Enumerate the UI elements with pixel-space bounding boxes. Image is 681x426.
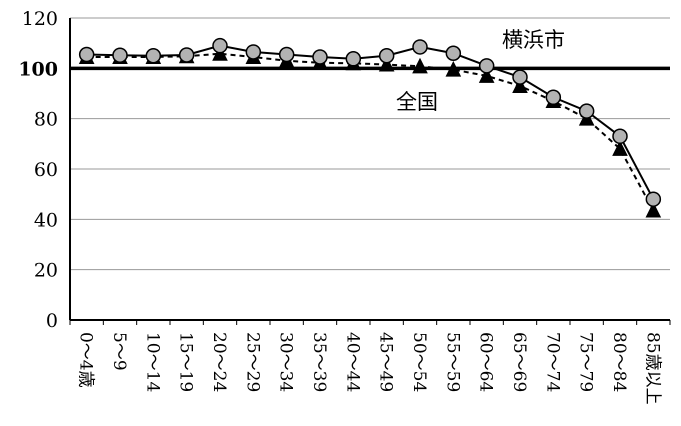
point-national [512,77,528,93]
point-yokohama [378,48,395,64]
x-tick-label: 50～54 [409,332,429,392]
x-tick-label: 80～84 [609,332,629,392]
point-yokohama [245,44,262,60]
point-yokohama [645,191,662,207]
y-tick-label: 60 [34,159,58,181]
x-tick-label: 20～24 [209,332,229,392]
annotation-yokohama: 横浜市 [502,28,565,52]
point-yokohama [345,51,362,67]
point-yokohama [312,49,328,65]
x-tick-label: 5～9 [109,332,129,371]
y-tick-label: 40 [34,209,58,231]
gridlines [69,17,671,325]
point-yokohama [445,45,462,61]
point-national [612,140,628,156]
x-tick-label: 30～34 [276,332,296,392]
y-tick-label: 20 [34,260,58,282]
point-national [412,57,428,74]
x-tick-label: 25～29 [242,332,262,392]
point-yokohama [612,128,628,145]
x-axis-ticks: 0～4歳 5～9 10～14 15～19 20～24 25～29 30～34 35～39 40～… [76,332,663,405]
point-yokohama [178,47,195,63]
x-tick-label: 45～49 [376,332,396,392]
point-national [645,201,662,218]
x-tick-label: 10～14 [142,332,162,392]
point-yokohama [478,58,495,74]
point-yokohama [278,46,295,63]
point-yokohama [545,89,562,106]
x-tick-label: 35～39 [309,332,329,392]
point-yokohama [212,37,228,54]
y-tick-label: 100 [18,58,58,80]
annotation-national: 全国 [396,90,438,114]
point-yokohama [78,46,95,63]
y-tick-label: 80 [34,109,58,131]
point-national [445,60,462,77]
point-yokohama [512,69,528,85]
point-yokohama [578,103,595,119]
x-tick-label: 65～69 [509,332,529,392]
y-tick-label: 0 [46,310,58,332]
point-yokohama [112,47,128,63]
x-tick-label: 0～4歳 [76,332,96,388]
y-axis-ticks: 0 20 40 60 80 100 120 [18,8,58,332]
y-tick-label: 120 [22,8,58,30]
x-tick-label: 60～64 [476,332,496,392]
x-tick-label: 55～59 [442,332,462,392]
x-tick-label: 85歳以上 [642,332,662,405]
x-tick-label: 70～74 [542,332,562,392]
point-national [478,67,495,83]
series-line-national [86,52,655,212]
x-tick-label: 75～79 [576,332,596,392]
point-yokohama [412,39,428,55]
series-layer [78,37,662,218]
point-national [378,55,395,72]
point-yokohama [145,48,162,64]
x-tick-label: 40～44 [342,332,362,392]
x-tick-label: 15～19 [176,332,196,392]
